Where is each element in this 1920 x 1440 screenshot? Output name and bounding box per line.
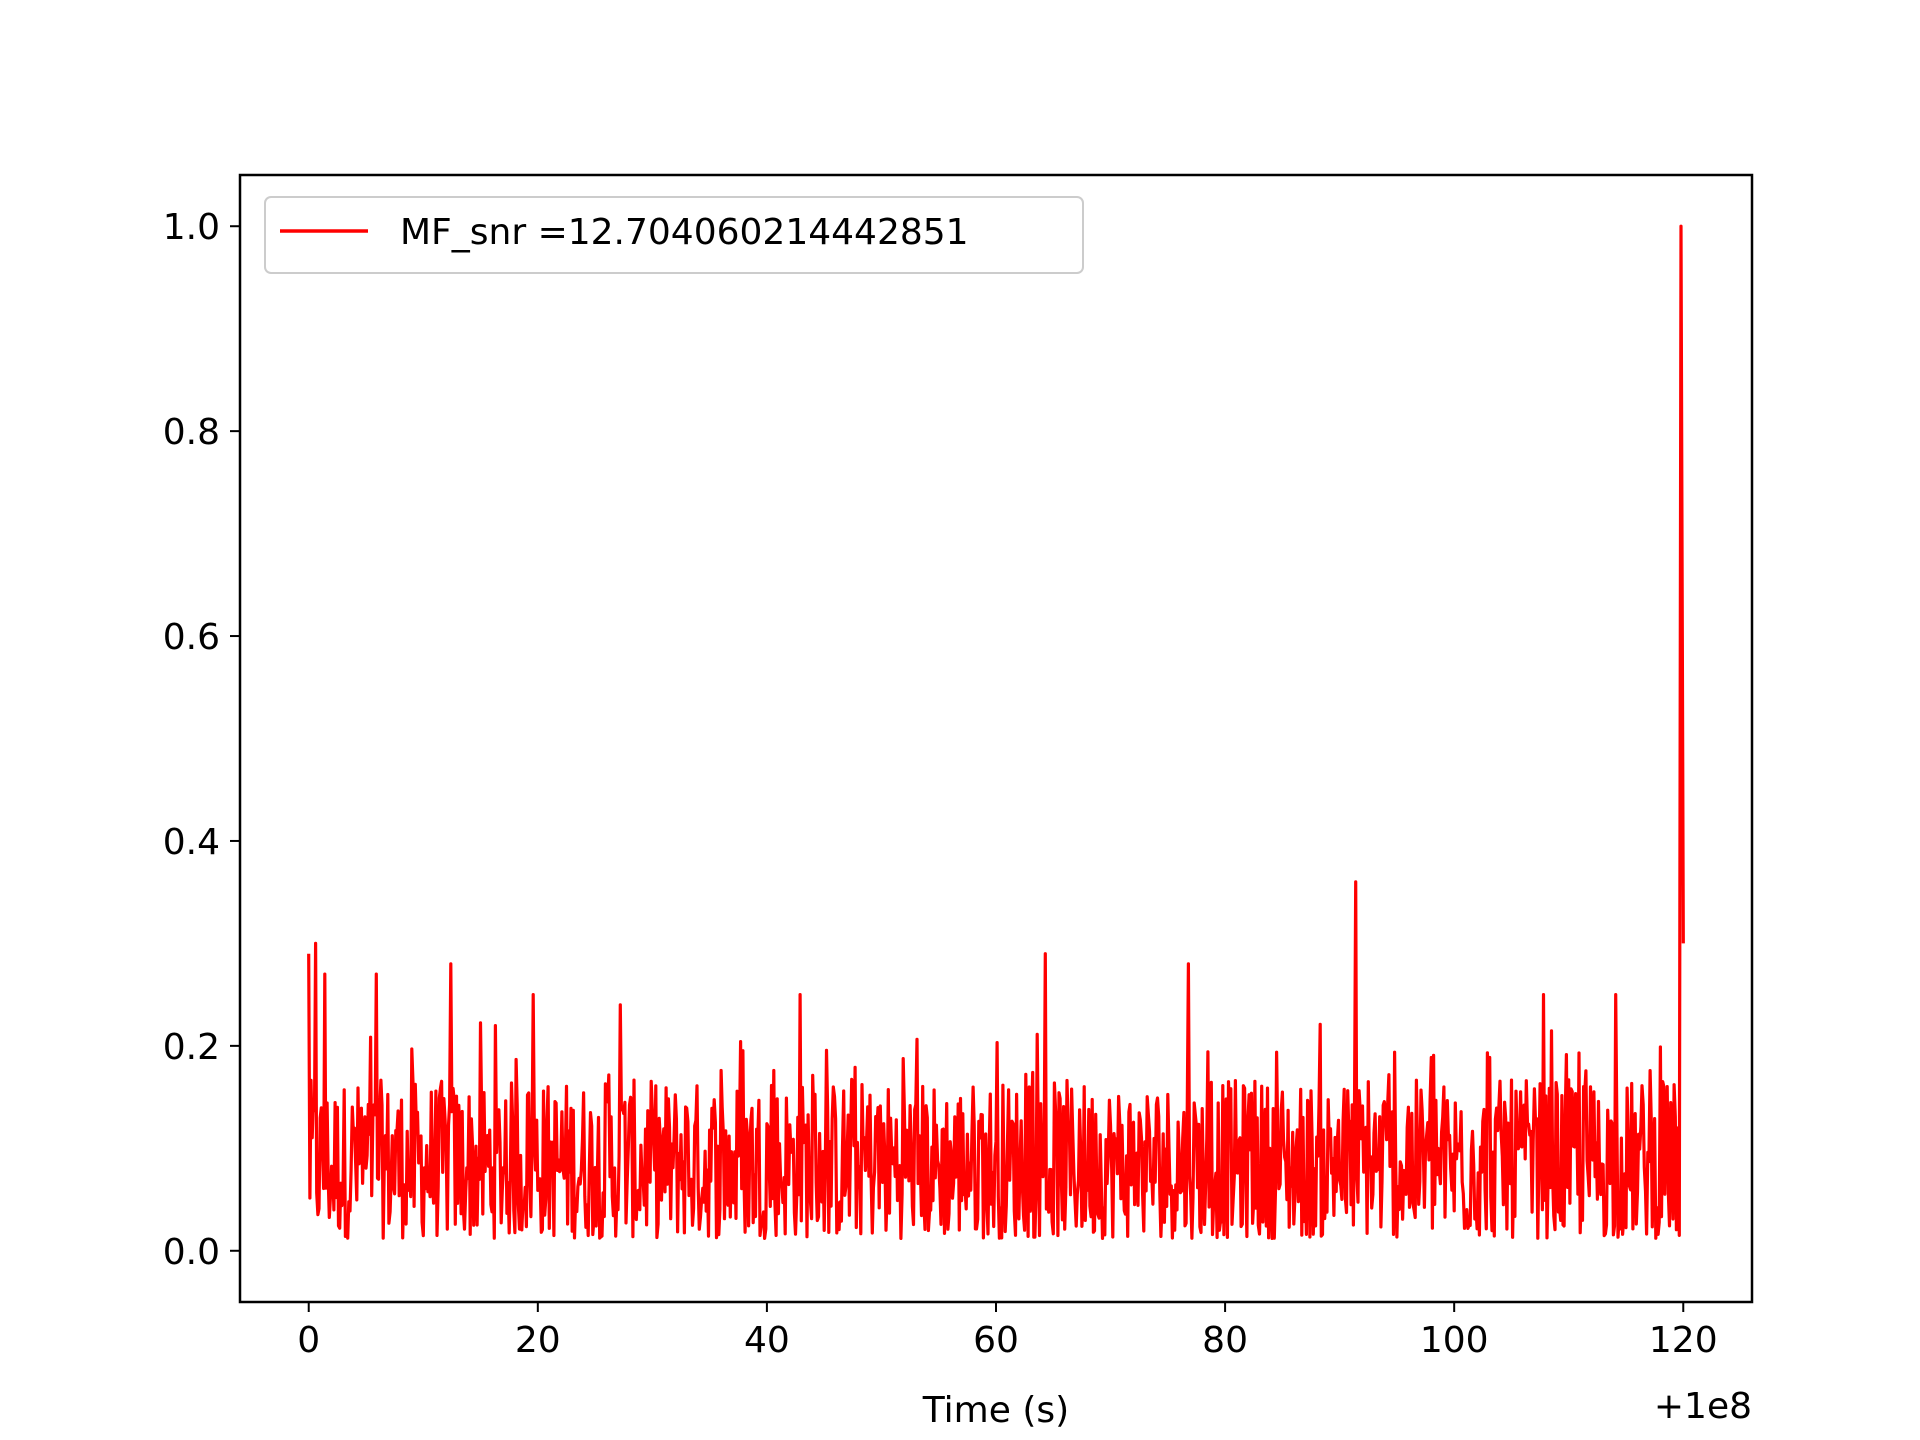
x-tick-label: 20 [515,1320,561,1361]
y-axis: 0.0 0.2 0.4 0.6 0.8 1.0 [163,207,240,1273]
y-tick-label: 1.0 [163,207,220,248]
y-tick-label: 0.8 [163,412,220,453]
y-tick-label: 0.2 [163,1027,220,1068]
series-line-mf-snr [307,224,1685,1240]
x-tick-label: 0 [297,1320,320,1361]
x-axis-label: Time (s) [922,1390,1069,1431]
x-axis: 0 20 40 60 80 100 120 [297,1302,1718,1361]
x-tick-label: 60 [973,1320,1019,1361]
x-tick-label: 80 [1202,1320,1248,1361]
x-tick-label: 100 [1420,1320,1489,1361]
x-tick-label: 40 [744,1320,790,1361]
x-tick-label: 120 [1649,1320,1718,1361]
legend: MF_snr =12.704060214442851 [264,196,1084,274]
legend-box [264,196,1084,274]
series-layer [307,224,1685,1240]
y-tick-label: 0.4 [163,822,220,863]
y-tick-label: 0.6 [163,617,220,658]
legend-entry-label: MF_snr =12.704060214442851 [400,212,969,253]
y-tick-label: 0.0 [163,1232,220,1273]
x-offset-label: +1e8 [1654,1386,1752,1427]
